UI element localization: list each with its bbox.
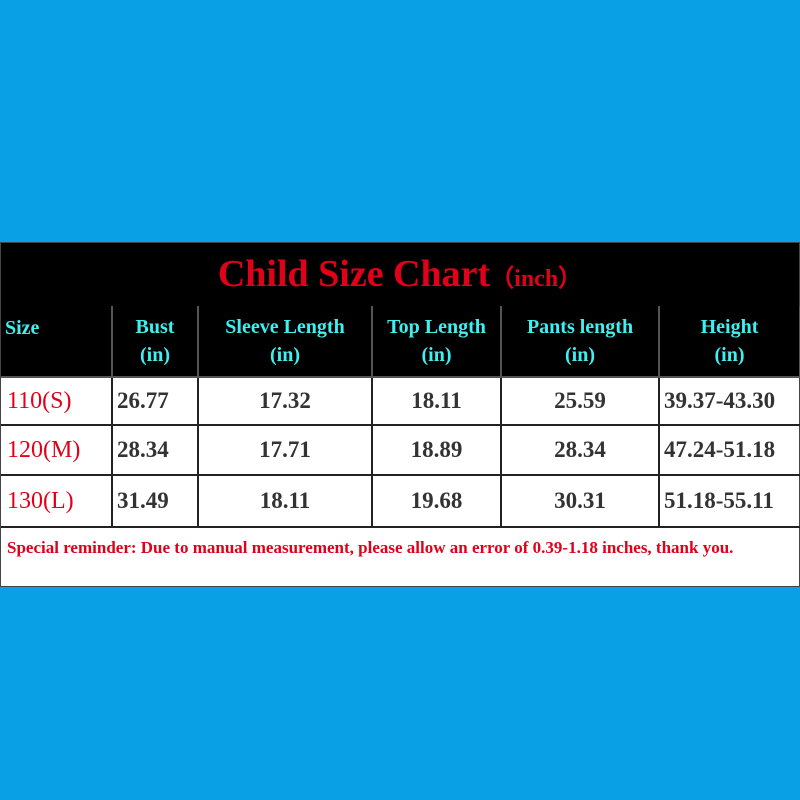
header-cell: Bust (in) <box>113 306 199 378</box>
title: Child Size Chart <box>217 253 491 295</box>
header-text: (in) <box>140 344 170 366</box>
header-text: (in) <box>421 344 452 366</box>
size-label: 110(S) <box>1 378 113 426</box>
measurement: 17.32 <box>199 378 373 426</box>
title-unit: （inch） <box>490 266 583 292</box>
measurement: 17.71 <box>199 426 373 476</box>
measurement: 19.68 <box>373 476 502 528</box>
reminder: Special reminder: Due to manual measurem… <box>7 538 734 557</box>
header-cell: Size <box>1 306 113 378</box>
measurement: 39.37-43.30 <box>660 378 800 426</box>
measurement: 18.89 <box>373 426 502 476</box>
header-text: (in) <box>714 344 745 366</box>
measurement: 31.49 <box>113 476 199 528</box>
header-text: Top Length <box>387 316 486 338</box>
measurement: 26.77 <box>113 378 199 426</box>
header-text: Height <box>700 316 759 338</box>
header-text: Sleeve Length <box>225 316 345 338</box>
header-text: (in) <box>565 344 595 366</box>
measurement: 18.11 <box>373 378 502 426</box>
header-cell: Sleeve Length (in) <box>199 306 373 378</box>
header-cell: Pants length (in) <box>502 306 660 378</box>
header-cell: Height (in) <box>660 306 800 378</box>
measurement: 30.31 <box>502 476 660 528</box>
header-text: Bust <box>135 316 175 338</box>
header-cell: Top Length (in) <box>373 306 502 378</box>
measurement: 51.18-55.11 <box>660 476 800 528</box>
measurement: 28.34 <box>113 426 199 476</box>
measurement: 28.34 <box>502 426 660 476</box>
header-text: Size <box>5 317 40 339</box>
size-label: 130(L) <box>1 476 113 528</box>
measurement: 25.59 <box>502 378 660 426</box>
header-text: Pants length <box>526 316 634 338</box>
measurement: 18.11 <box>199 476 373 528</box>
size-chart: Child Size Chart（inch） Special reminder:… <box>0 242 800 587</box>
size-label: 120(M) <box>1 426 113 476</box>
measurement: 47.24-51.18 <box>660 426 800 476</box>
title-bar: Child Size Chart（inch） <box>1 243 799 306</box>
header-text: (in) <box>270 344 300 366</box>
